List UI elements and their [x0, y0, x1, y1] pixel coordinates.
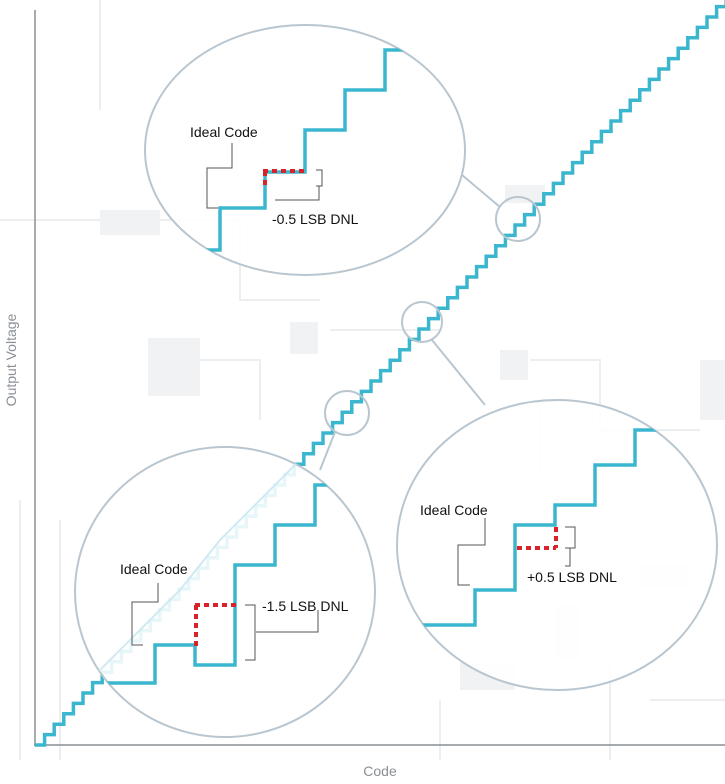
- x-axis-label: Code: [363, 763, 397, 779]
- dnl-label: +0.5 LSB DNL: [527, 569, 617, 585]
- y-axis-label: Output Voltage: [3, 313, 19, 406]
- dnl-label: -1.5 LSB DNL: [262, 598, 349, 614]
- dnl-label: -0.5 LSB DNL: [272, 211, 359, 227]
- ideal-code-label: Ideal Code: [420, 502, 488, 518]
- ideal-code-label: Ideal Code: [120, 561, 188, 577]
- magnifier-3: Ideal Code +0.5 LSB DNL: [396, 399, 718, 691]
- ideal-code-label: Ideal Code: [190, 124, 258, 140]
- magnifier-1: Ideal Code -0.5 LSB DNL: [144, 24, 466, 276]
- magnifier-2: Ideal Code -1.5 LSB DNL: [74, 446, 376, 738]
- axes: Code Output Voltage: [3, 10, 725, 779]
- connectors: [319, 174, 541, 471]
